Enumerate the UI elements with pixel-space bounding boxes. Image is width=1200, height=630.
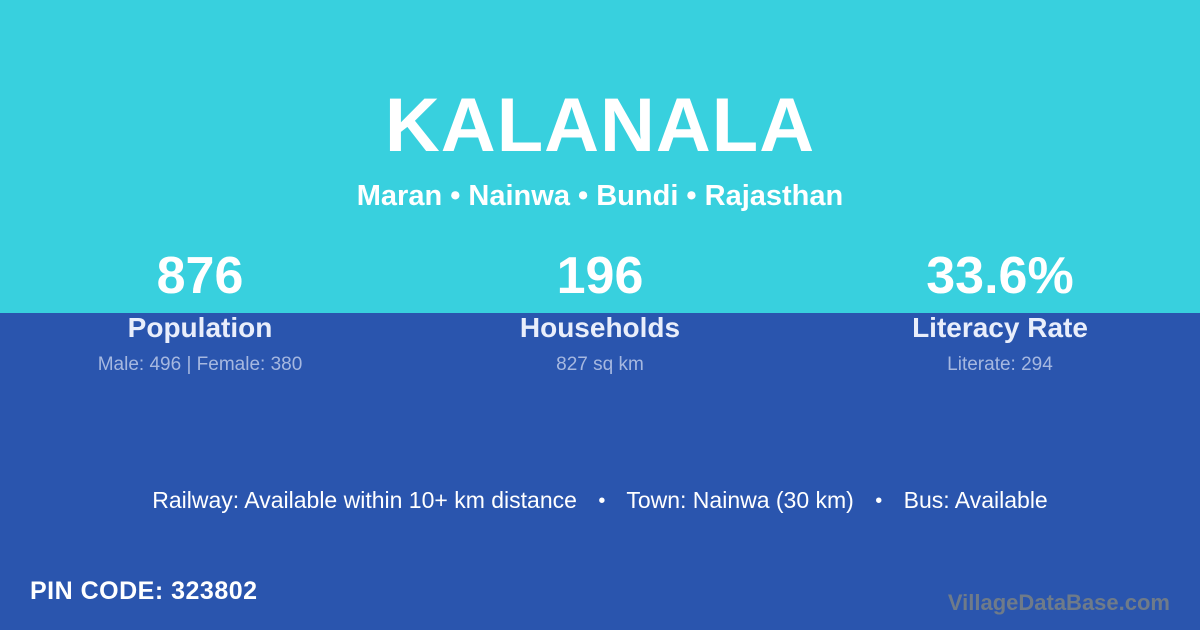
- transport-info-line: Railway: Available within 10+ km distanc…: [0, 485, 1200, 516]
- bullet-separator-icon: •: [598, 490, 606, 512]
- village-title: KALANALA: [384, 83, 816, 168]
- literacy-detail: Literate: 294: [947, 354, 1053, 375]
- stats-row: 876 Population Male: 496 | Female: 380 1…: [0, 250, 1200, 377]
- bus-info: Bus: Available: [903, 487, 1048, 513]
- population-label: Population: [127, 312, 273, 343]
- pin-code: PIN CODE: 323802: [30, 577, 258, 605]
- literacy-label: Literacy Rate: [912, 312, 1088, 343]
- literacy-value: 33.6%: [926, 247, 1074, 305]
- population-detail: Male: 496 | Female: 380: [97, 354, 303, 375]
- bullet-separator-icon: •: [875, 490, 883, 512]
- stat-population: 876 Population Male: 496 | Female: 380: [0, 250, 400, 377]
- households-label: Households: [519, 312, 681, 343]
- households-detail: 827 sq km: [556, 354, 644, 375]
- households-value: 196: [556, 247, 644, 305]
- village-location-breadcrumb: Maran • Nainwa • Bundi • Rajasthan: [356, 180, 844, 212]
- town-info: Town: Nainwa (30 km): [626, 487, 854, 513]
- population-value: 876: [156, 247, 244, 305]
- watermark-site-name: VillageDataBase.com: [947, 590, 1170, 615]
- railway-info: Railway: Available within 10+ km distanc…: [152, 487, 577, 513]
- stat-literacy: 33.6% Literacy Rate Literate: 294: [800, 250, 1200, 377]
- stat-households: 196 Households 827 sq km: [400, 250, 800, 377]
- hero-section: [0, 0, 1200, 313]
